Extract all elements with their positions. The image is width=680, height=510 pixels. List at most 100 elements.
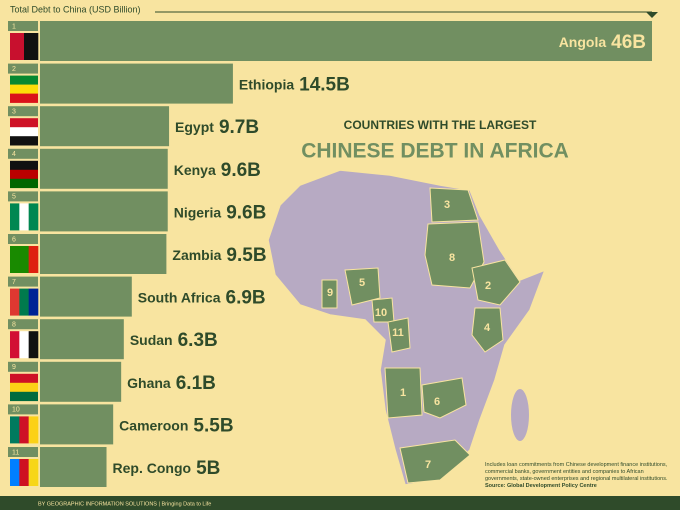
bar bbox=[40, 447, 107, 487]
category-label: Zambia bbox=[172, 247, 221, 263]
bar bbox=[40, 148, 168, 189]
flag-stripe bbox=[10, 136, 38, 146]
value-text: 5.5B bbox=[193, 415, 233, 436]
rank-box bbox=[8, 148, 38, 159]
bar bbox=[40, 361, 122, 402]
flag-stripe bbox=[28, 459, 39, 486]
flag-stripe bbox=[19, 288, 29, 316]
flag-stripe bbox=[10, 331, 20, 359]
bar bbox=[40, 106, 170, 147]
value-label: Angola 46B bbox=[559, 32, 646, 53]
flag bbox=[10, 416, 39, 444]
flag bbox=[10, 246, 39, 273]
note-box: Includes loan commitments from Chinese d… bbox=[485, 462, 668, 489]
value-text: 6.1B bbox=[176, 373, 216, 394]
flag-stripe bbox=[19, 246, 29, 273]
value-label: Kenya 9.6B bbox=[174, 160, 261, 181]
category-label: Nigeria bbox=[174, 204, 222, 220]
rank-label: 3 bbox=[12, 109, 16, 116]
country-shape bbox=[387, 317, 411, 353]
bar bbox=[40, 63, 233, 104]
value-text: 9.6B bbox=[221, 160, 261, 181]
rank-label: 7 bbox=[12, 279, 16, 286]
flag bbox=[10, 118, 38, 146]
flag bbox=[10, 288, 39, 316]
bar bbox=[40, 21, 652, 61]
value-text: 14.5B bbox=[299, 75, 350, 96]
flag-stripe bbox=[10, 373, 38, 384]
rank-label: 11 bbox=[12, 449, 19, 456]
flag-stripe bbox=[24, 33, 39, 60]
value-label: South Africa 6.9B bbox=[138, 288, 266, 309]
note: Includes loan commitments from Chinese d… bbox=[485, 462, 668, 482]
map-label: 11 bbox=[392, 327, 404, 339]
value-label: Ethiopia 14.5B bbox=[239, 75, 350, 96]
bar bbox=[40, 276, 132, 317]
value-text: 6.3B bbox=[178, 330, 218, 351]
value-label: Zambia 9.5B bbox=[172, 245, 266, 266]
rank-box bbox=[8, 21, 38, 31]
value-label: Sudan 6.3B bbox=[130, 330, 218, 351]
map-label: 7 bbox=[425, 459, 431, 471]
flag-stripe bbox=[10, 84, 38, 94]
rank-box bbox=[8, 191, 38, 202]
flag bbox=[10, 160, 38, 189]
flag-stripe bbox=[19, 459, 29, 486]
value-label: Egypt 9.7B bbox=[175, 117, 259, 138]
value-text: 6.9B bbox=[226, 288, 266, 309]
country-shape bbox=[421, 377, 467, 419]
flag bbox=[10, 33, 39, 60]
flag-stripe bbox=[10, 160, 38, 171]
country-shape bbox=[471, 259, 521, 306]
rank-label: 4 bbox=[12, 151, 16, 158]
flag bbox=[10, 373, 38, 402]
map-label: 4 bbox=[484, 322, 491, 334]
flag-stripe bbox=[10, 75, 38, 85]
flag-stripe bbox=[10, 33, 25, 60]
map-label: 3 bbox=[444, 199, 450, 211]
flag-stripe bbox=[28, 331, 39, 359]
flag-stripe bbox=[10, 93, 38, 103]
value-text: 9.7B bbox=[219, 117, 259, 138]
flag-stripe bbox=[28, 288, 39, 316]
rank-box bbox=[8, 319, 38, 330]
madagascar bbox=[511, 389, 529, 441]
country-shape bbox=[344, 267, 381, 306]
flag-stripe bbox=[10, 178, 38, 189]
category-label: Cameroon bbox=[119, 417, 188, 433]
flag-stripe bbox=[28, 416, 39, 444]
rank-label: 5 bbox=[12, 194, 16, 201]
bar bbox=[40, 319, 124, 360]
flag-stripe bbox=[10, 118, 38, 128]
country-shape bbox=[429, 187, 479, 223]
flag-stripe bbox=[10, 246, 20, 273]
value-label: Ghana 6.1B bbox=[127, 373, 216, 394]
flag bbox=[10, 203, 39, 231]
map-label: 10 bbox=[375, 307, 387, 319]
flag-stripe bbox=[28, 246, 39, 273]
map-label: 1 bbox=[400, 387, 406, 399]
value-label: Nigeria 9.6B bbox=[174, 202, 267, 223]
rank-box bbox=[8, 276, 38, 287]
value-label: Rep. Congo 5B bbox=[113, 458, 221, 479]
category-label: Angola bbox=[559, 34, 607, 50]
country-shape bbox=[384, 367, 423, 419]
map-label: 9 bbox=[327, 287, 333, 299]
axis-label: Total Debt to China (USD Billion) bbox=[10, 4, 141, 14]
rank-label: 8 bbox=[12, 322, 16, 329]
map-label: 8 bbox=[449, 252, 455, 264]
category-label: Ghana bbox=[127, 375, 171, 391]
chart-title: CHINESE DEBT IN AFRICA bbox=[301, 140, 569, 163]
flag-stripe bbox=[19, 331, 29, 359]
rank-label: 9 bbox=[12, 364, 16, 371]
footer-bar bbox=[0, 496, 680, 510]
subtitle: COUNTRIES WITH THE LARGEST bbox=[344, 118, 537, 132]
flag-stripe bbox=[10, 459, 20, 486]
flag-stripe bbox=[10, 169, 38, 180]
flag-stripe bbox=[19, 416, 29, 444]
category-label: Ethiopia bbox=[239, 76, 294, 92]
country-shape bbox=[399, 439, 471, 484]
country-shape bbox=[321, 279, 338, 309]
value-label: Cameroon 5.5B bbox=[119, 415, 233, 436]
